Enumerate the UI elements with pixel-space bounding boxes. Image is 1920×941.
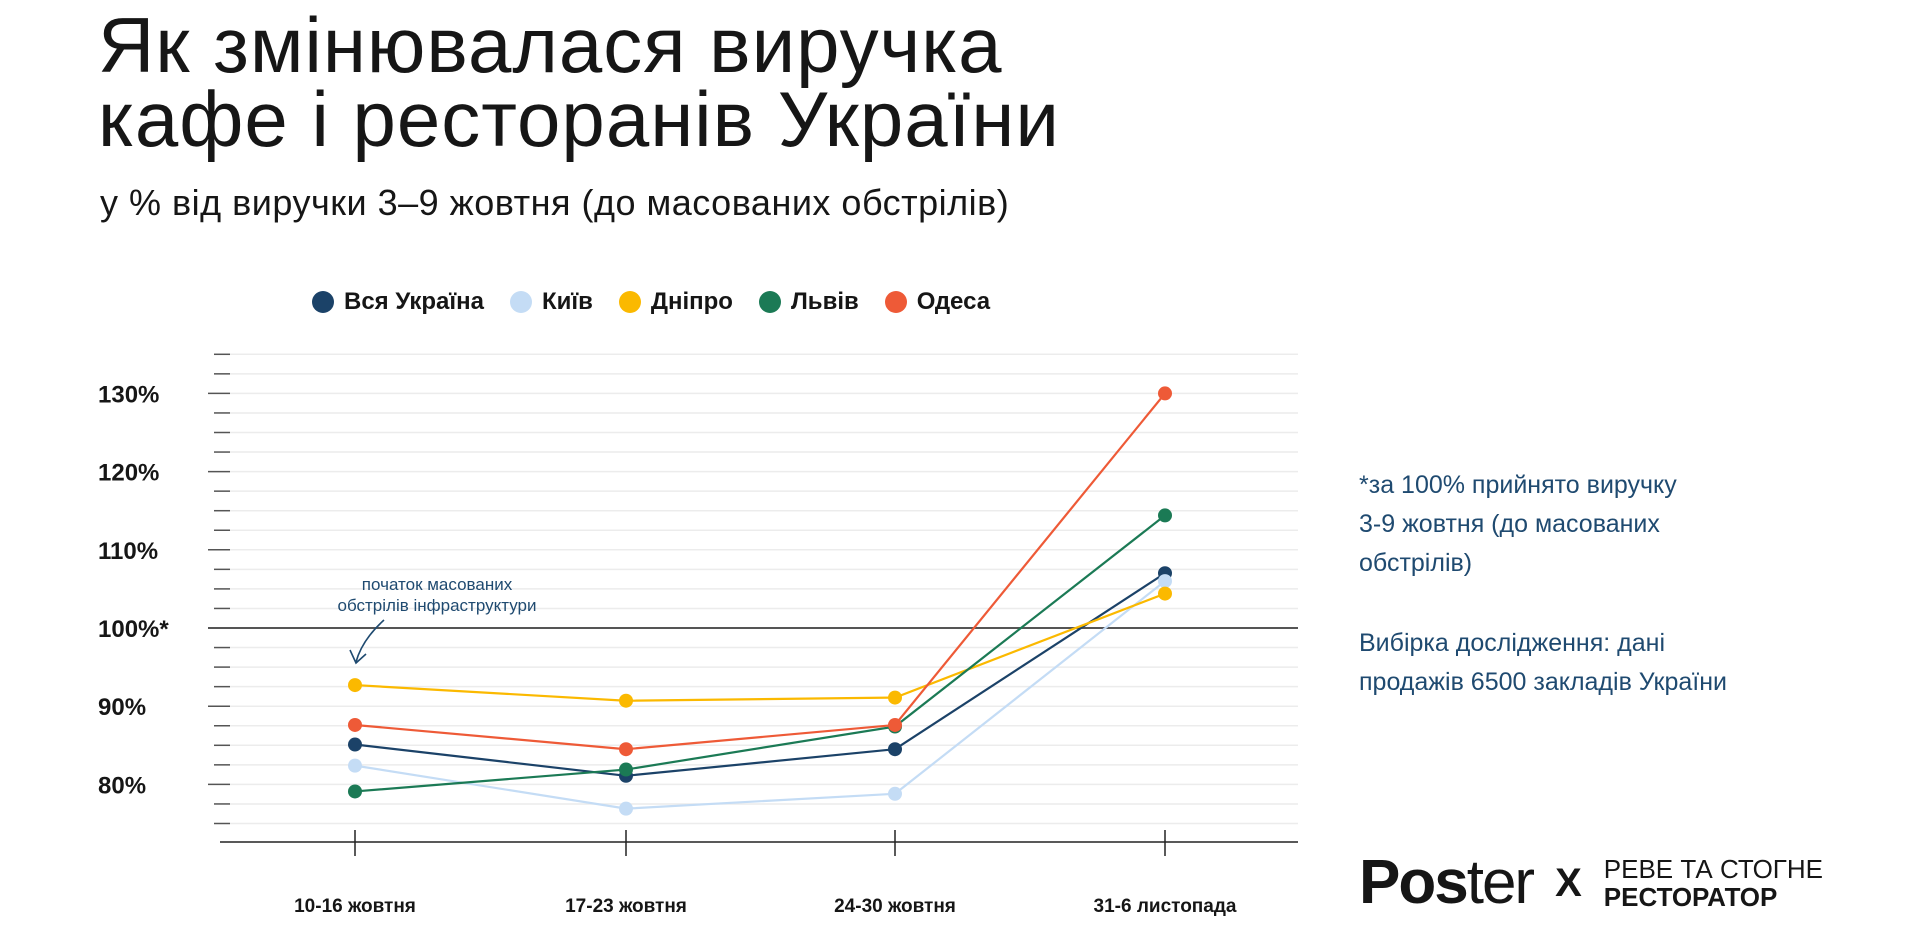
- data-point: [619, 742, 633, 757]
- data-point: [1158, 386, 1172, 401]
- legend-item: Львів: [758, 288, 859, 316]
- sample-note-line: продажів 6500 закладів України: [1359, 668, 1728, 696]
- annotation-text: початок масованих: [362, 575, 513, 594]
- series-line-Львів: [354, 514, 1166, 793]
- series-line-Київ: [354, 580, 1166, 810]
- data-point: [348, 784, 362, 799]
- x-tick-label: 17-23 жовтня: [565, 896, 687, 917]
- data-point: [619, 801, 633, 816]
- series-line-Одеса: [354, 392, 1166, 751]
- data-point: [888, 717, 902, 732]
- y-tick-label: 130%: [98, 381, 159, 408]
- data-point: [348, 758, 362, 773]
- data-point: [348, 717, 362, 732]
- legend-dot-icon: [884, 291, 907, 313]
- chart-subtitle: у % від виручки 3–9 жовтня (до масованих…: [100, 182, 1010, 223]
- data-point: [1158, 586, 1172, 601]
- data-point: [888, 742, 902, 757]
- data-point: [619, 693, 633, 708]
- legend-item: Одеса: [884, 288, 991, 316]
- legend-dot-icon: [509, 291, 532, 313]
- partner-logo: РЕВЕ ТА СТОГНЕ РЕСТОРАТОР: [1603, 854, 1823, 912]
- y-tick-label: 90%: [98, 694, 146, 721]
- legend-label: Одеса: [916, 288, 991, 315]
- logos: Poster X РЕВЕ ТА СТОГНЕ РЕСТОРАТОР: [1359, 852, 1823, 914]
- legend-dot-icon: [312, 291, 334, 313]
- data-point: [619, 762, 633, 777]
- legend-label: Львів: [790, 288, 859, 315]
- poster-logo: Poster: [1359, 848, 1535, 917]
- legend-dot-icon: [758, 291, 781, 313]
- x-tick-label: 24-30 жовтня: [834, 896, 956, 917]
- title-line-2: кафе і ресторанів України: [98, 75, 1060, 163]
- y-tick-label: 120%: [98, 460, 159, 487]
- x-tick-label: 10-16 жовтня: [294, 896, 416, 917]
- footnote-line: *за 100% прийнято виручку: [1359, 471, 1677, 499]
- series-line-Дніпро: [354, 592, 1166, 702]
- data-point: [348, 737, 362, 752]
- legend-dot-icon: [618, 291, 641, 313]
- chart-title: Як змінювалася виручка кафе і ресторанів …: [98, 6, 1060, 158]
- footnote-line: 3-9 жовтня (до масованих: [1359, 510, 1660, 538]
- series-line-Вся Україна: [354, 572, 1166, 777]
- data-point: [888, 786, 902, 801]
- annotation-arrow-icon: [349, 619, 385, 665]
- legend-label: Вся Україна: [344, 288, 484, 315]
- legend: Вся Україна Київ Дніпро Львів Одеса: [312, 288, 990, 316]
- y-tick-label: 110%: [98, 538, 158, 565]
- legend-label: Дніпро: [650, 288, 733, 315]
- y-tick-label: 100%*: [98, 616, 169, 643]
- annotation-text: обстрілів інфраструктури: [338, 596, 537, 615]
- collab-x: X: [1555, 860, 1582, 905]
- data-point: [888, 690, 902, 705]
- legend-item: Дніпро: [618, 288, 733, 316]
- legend-label: Київ: [541, 288, 593, 315]
- title-line-1: Як змінювалася виручка: [98, 1, 1003, 89]
- y-tick-label: 80%: [98, 772, 146, 799]
- data-point: [348, 678, 362, 693]
- data-point: [1158, 574, 1172, 589]
- data-point: [1158, 508, 1172, 523]
- legend-item: Київ: [509, 288, 593, 316]
- legend-item: Вся Україна: [312, 288, 484, 316]
- sample-note-line: Вибірка дослідження: дані: [1359, 629, 1665, 657]
- sample-note: Вибірка дослідження: дані продажів 6500 …: [1359, 624, 1727, 702]
- footnote: *за 100% прийнято виручку 3-9 жовтня (до…: [1359, 466, 1677, 583]
- x-tick-label: 31-6 листопада: [1094, 896, 1237, 917]
- footnote-line: обстрілів): [1359, 549, 1473, 577]
